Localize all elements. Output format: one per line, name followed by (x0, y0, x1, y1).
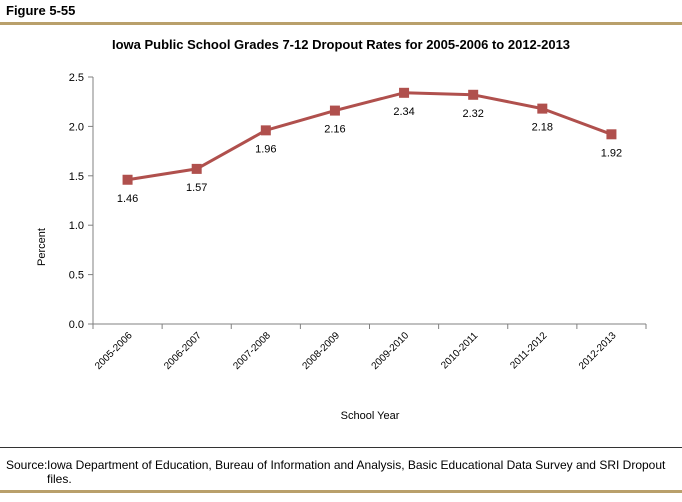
source-text: Iowa Department of Education, Bureau of … (47, 458, 666, 486)
data-label: 1.57 (186, 182, 207, 194)
data-label: 2.18 (532, 122, 553, 134)
x-tick-label: 2005-2006 (93, 330, 135, 372)
data-label: 1.92 (601, 147, 622, 159)
data-point-marker (329, 105, 340, 116)
data-point-marker (468, 89, 479, 100)
y-tick-label: 0.0 (69, 319, 84, 331)
series-line (127, 91, 612, 182)
data-label: 2.34 (393, 106, 414, 118)
x-tick-label: 2010-2011 (439, 330, 480, 371)
y-tick-label: 2.0 (69, 121, 84, 133)
figure-label: Figure 5-55 (6, 3, 76, 18)
source-divider (0, 447, 682, 448)
data-label: 1.46 (117, 193, 138, 205)
x-tick-label: 2009-2010 (370, 330, 412, 372)
x-axis-label: School Year (341, 410, 400, 422)
top-rule (0, 22, 682, 25)
data-labels: 1.46 1.57 1.96 2.16 2.34 2.32 2.18 1.92 (117, 106, 622, 205)
data-label: 1.96 (255, 143, 276, 155)
data-point-marker (122, 174, 133, 185)
x-axis-ticks: 2005-2006 2006-2007 2007-2008 2008-2009 2009… (92, 324, 647, 372)
line-chart: 0.00.51.01.52.02.5 2005-2006 2006-2007 200… (36, 72, 647, 422)
y-axis-label: Percent (36, 228, 48, 266)
data-point-marker (260, 125, 271, 136)
data-point-marker (191, 163, 202, 174)
x-tick-label: 2007-2008 (231, 330, 273, 372)
x-tick-label: 2011-2012 (508, 330, 549, 371)
source-note: Source:Iowa Department of Education, Bur… (6, 458, 676, 486)
data-point-marker (537, 103, 548, 114)
data-label: 2.32 (462, 108, 483, 120)
series-dropout-rate (122, 87, 617, 185)
x-tick-label: 2008-2009 (300, 330, 342, 372)
y-axis-ticks: 0.0 0.5 1.0 1.5 2.0 2.5 (69, 72, 93, 331)
chart-axes (92, 77, 646, 325)
data-point-marker (606, 129, 617, 140)
x-tick-label: 2012-2013 (577, 330, 619, 372)
y-tick-label: 2.5 (69, 72, 84, 84)
data-point-marker (399, 87, 410, 98)
x-tick-label: 2006-2007 (162, 330, 204, 372)
data-label: 2.16 (324, 124, 345, 136)
bottom-rule (0, 490, 682, 493)
y-tick-label: 1.5 (69, 171, 84, 183)
source-label: Source: (6, 458, 48, 472)
y-tick-label: 1.0 (69, 220, 84, 232)
chart-title: Iowa Public School Grades 7-12 Dropout R… (111, 37, 571, 52)
y-tick-label: 0.5 (69, 270, 84, 282)
